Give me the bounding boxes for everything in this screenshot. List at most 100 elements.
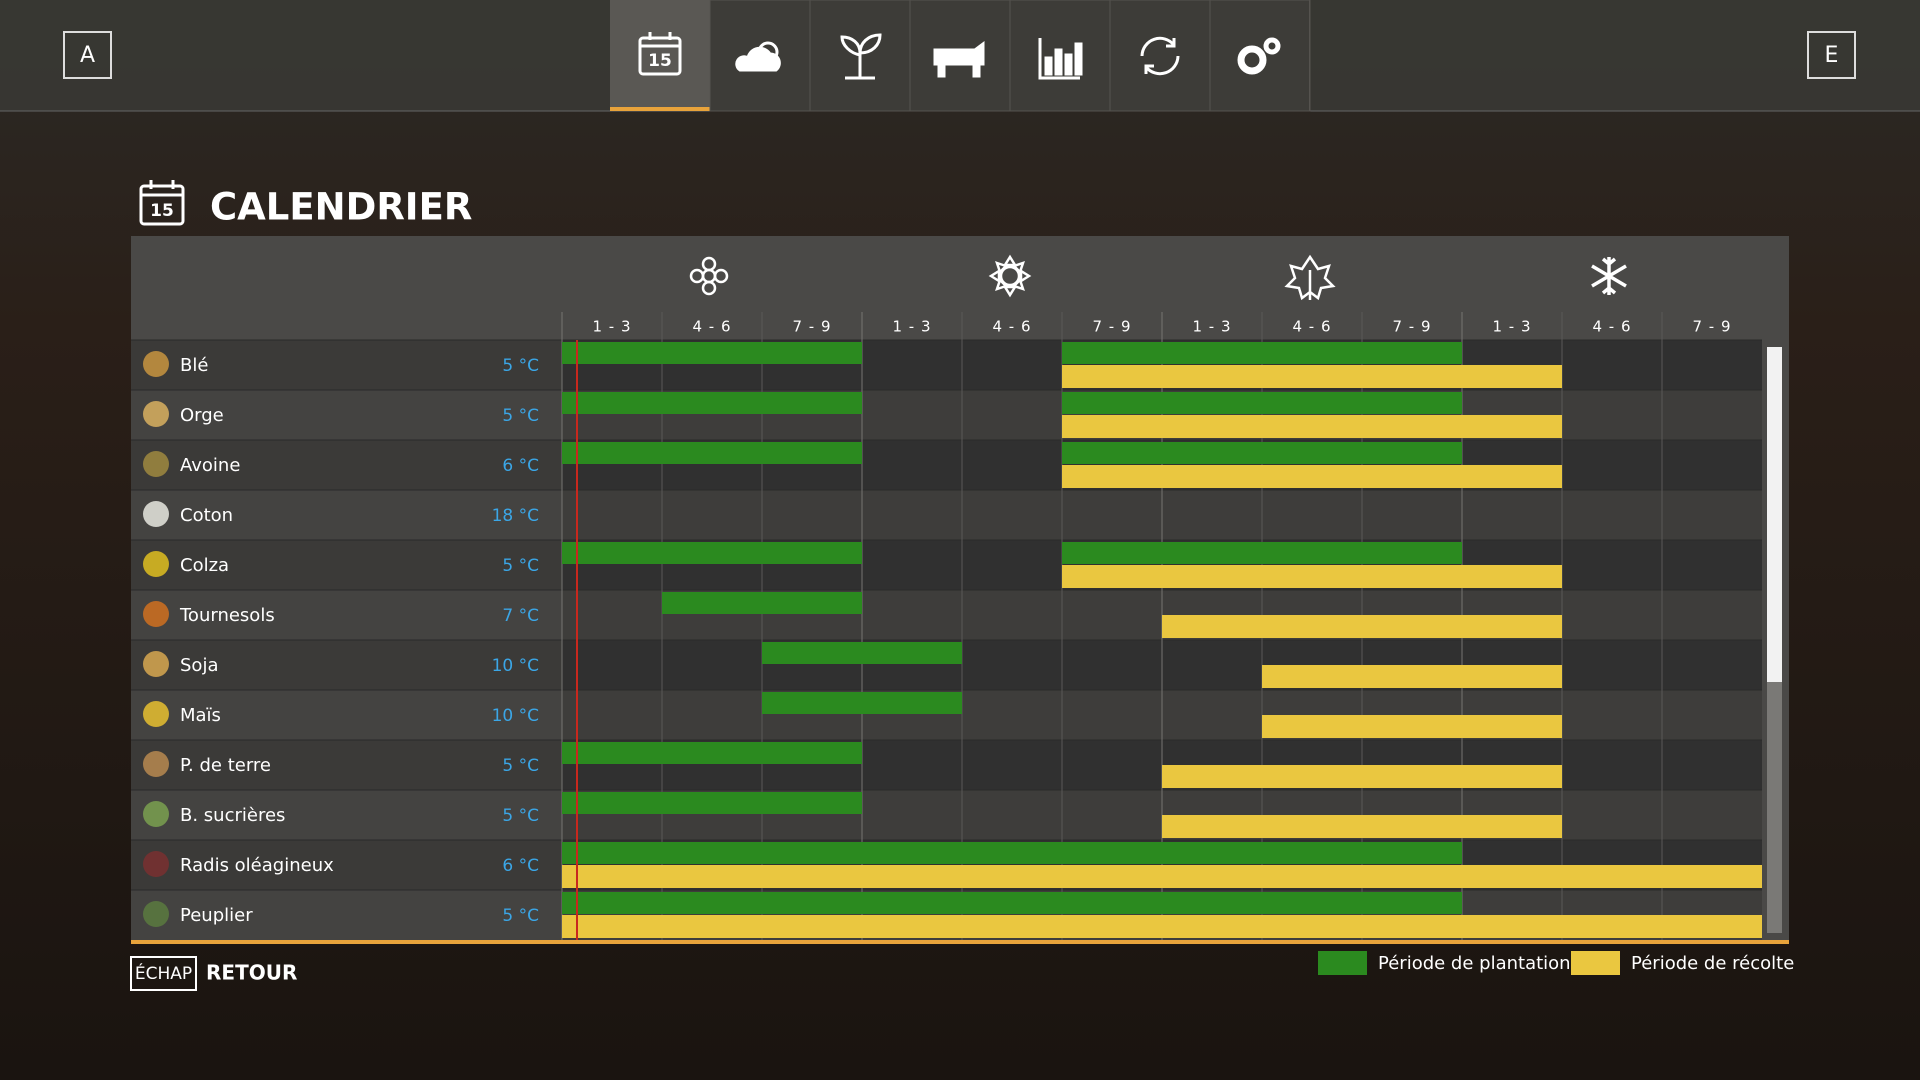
tab-separator	[1309, 0, 1310, 111]
crop-name: Soja	[180, 655, 218, 676]
planting-bar	[1062, 392, 1462, 414]
period-label: 1 - 3	[1192, 318, 1231, 336]
panel-bottom-border	[131, 940, 1789, 944]
crop-temperature: 6 °C	[502, 456, 539, 476]
scrollbar-thumb[interactable]	[1767, 347, 1782, 682]
tab[interactable]	[1109, 0, 1211, 112]
crop-name: P. de terre	[180, 755, 271, 776]
crop-icon	[143, 851, 169, 877]
legend-swatch-harvest	[1571, 951, 1620, 975]
crop-name-cell	[131, 440, 562, 490]
crop-temperature: 5 °C	[502, 356, 539, 376]
crop-name-cell	[131, 790, 562, 840]
crop-name-cell	[131, 490, 562, 540]
planting-bar	[562, 892, 1462, 914]
crop-temperature: 5 °C	[502, 406, 539, 426]
season-icons	[689, 254, 1627, 301]
period-label: 7 - 9	[1692, 318, 1731, 336]
crop-icon	[143, 901, 169, 927]
harvest-bar	[1162, 765, 1562, 788]
crop-name-cell	[131, 390, 562, 440]
crop-name: Avoine	[180, 455, 240, 476]
planting-bar	[1062, 442, 1462, 464]
crop-temperature: 10 °C	[492, 656, 539, 676]
harvest-bar	[1062, 565, 1562, 588]
crop-temperature: 10 °C	[492, 706, 539, 726]
harvest-bar	[1262, 665, 1562, 688]
harvest-bar	[1162, 815, 1562, 838]
planting-bar	[562, 792, 862, 814]
legend-swatch-planting	[1318, 951, 1367, 975]
planting-bar	[662, 592, 862, 614]
crop-temperature: 7 °C	[502, 606, 539, 626]
crop-icon	[143, 551, 169, 577]
harvest-bar	[562, 865, 1762, 888]
planting-bar	[562, 392, 862, 414]
harvest-bar	[1062, 365, 1562, 388]
crop-temperature: 6 °C	[502, 856, 539, 876]
tabs: 15	[610, 0, 1311, 112]
crop-icon	[143, 701, 169, 727]
harvest-bar	[1262, 715, 1562, 738]
crop-icon	[143, 601, 169, 627]
planting-bar	[562, 342, 862, 364]
crop-name: Peuplier	[180, 905, 253, 926]
tab-underline	[610, 107, 710, 111]
period-label: 4 - 6	[992, 318, 1031, 336]
tab-active[interactable]	[610, 0, 710, 111]
crop-name: Blé	[180, 355, 208, 376]
title-icon-day: 15	[150, 201, 174, 221]
key-button[interactable]	[63, 31, 112, 79]
crop-icon	[143, 501, 169, 527]
period-label: 4 - 6	[1592, 318, 1631, 336]
period-label: 4 - 6	[692, 318, 731, 336]
planting-bar	[1062, 342, 1462, 364]
period-label: 4 - 6	[1292, 318, 1331, 336]
crop-name: B. sucrières	[180, 805, 285, 826]
title-icon	[139, 180, 185, 226]
crop-name: Coton	[180, 505, 233, 526]
planting-bar	[1062, 542, 1462, 564]
crop-name-cell	[131, 340, 562, 390]
crop-name-cell	[131, 890, 562, 940]
period-label: 1 - 3	[592, 318, 631, 336]
crop-temperature: 5 °C	[502, 756, 539, 776]
planting-bar	[562, 742, 862, 764]
back-label[interactable]: RETOUR	[206, 961, 297, 985]
crop-name: Radis oléagineux	[180, 855, 334, 876]
harvest-bar	[1162, 615, 1562, 638]
back-key: ÉCHAP	[135, 962, 192, 984]
period-label: 7 - 9	[792, 318, 831, 336]
crop-temperature: 5 °C	[502, 906, 539, 926]
key-button[interactable]	[1807, 31, 1856, 79]
crop-icon	[143, 751, 169, 777]
harvest-bar	[1062, 465, 1562, 488]
planting-bar	[762, 642, 962, 664]
tab[interactable]	[909, 0, 1011, 112]
page-title: CALENDRIER	[210, 186, 472, 229]
period-label: 7 - 9	[1392, 318, 1431, 336]
legend-label: Période de récolte	[1631, 953, 1794, 974]
crop-name-cell	[131, 590, 562, 640]
key-button[interactable]	[130, 956, 197, 991]
planting-bar	[562, 542, 862, 564]
crop-name-cell	[131, 840, 562, 890]
crop-icon	[143, 401, 169, 427]
planting-bar	[562, 842, 1462, 864]
crop-name: Tournesols	[179, 605, 275, 626]
key-label: E	[1825, 43, 1839, 68]
period-label: 1 - 3	[892, 318, 931, 336]
tab-icons	[638, 32, 1281, 80]
crop-temperature: 18 °C	[492, 506, 539, 526]
key-label: A	[80, 43, 95, 68]
crop-icon	[143, 351, 169, 377]
harvest-bar	[562, 915, 1762, 938]
crop-name-cell	[131, 740, 562, 790]
crop-name-cell	[131, 540, 562, 590]
crop-name: Orge	[180, 405, 224, 426]
legend-label: Période de plantation	[1378, 953, 1571, 974]
crop-temperature: 5 °C	[502, 806, 539, 826]
crop-icon	[143, 651, 169, 677]
